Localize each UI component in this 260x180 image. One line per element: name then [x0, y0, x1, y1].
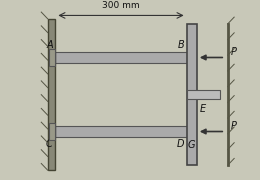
- Text: 300 mm: 300 mm: [102, 1, 140, 10]
- Bar: [49, 49, 55, 66]
- Text: D: D: [177, 139, 184, 149]
- Bar: [55, 126, 187, 137]
- Bar: [187, 90, 220, 99]
- Bar: [48, 19, 55, 170]
- Bar: [55, 52, 187, 63]
- Text: E: E: [199, 104, 206, 114]
- Text: B: B: [177, 40, 184, 50]
- Text: G: G: [188, 140, 196, 150]
- Bar: [187, 24, 197, 165]
- Text: A: A: [46, 40, 53, 50]
- Bar: [49, 123, 55, 140]
- Text: P: P: [230, 48, 236, 57]
- Text: C: C: [46, 139, 53, 149]
- Text: P: P: [230, 122, 236, 131]
